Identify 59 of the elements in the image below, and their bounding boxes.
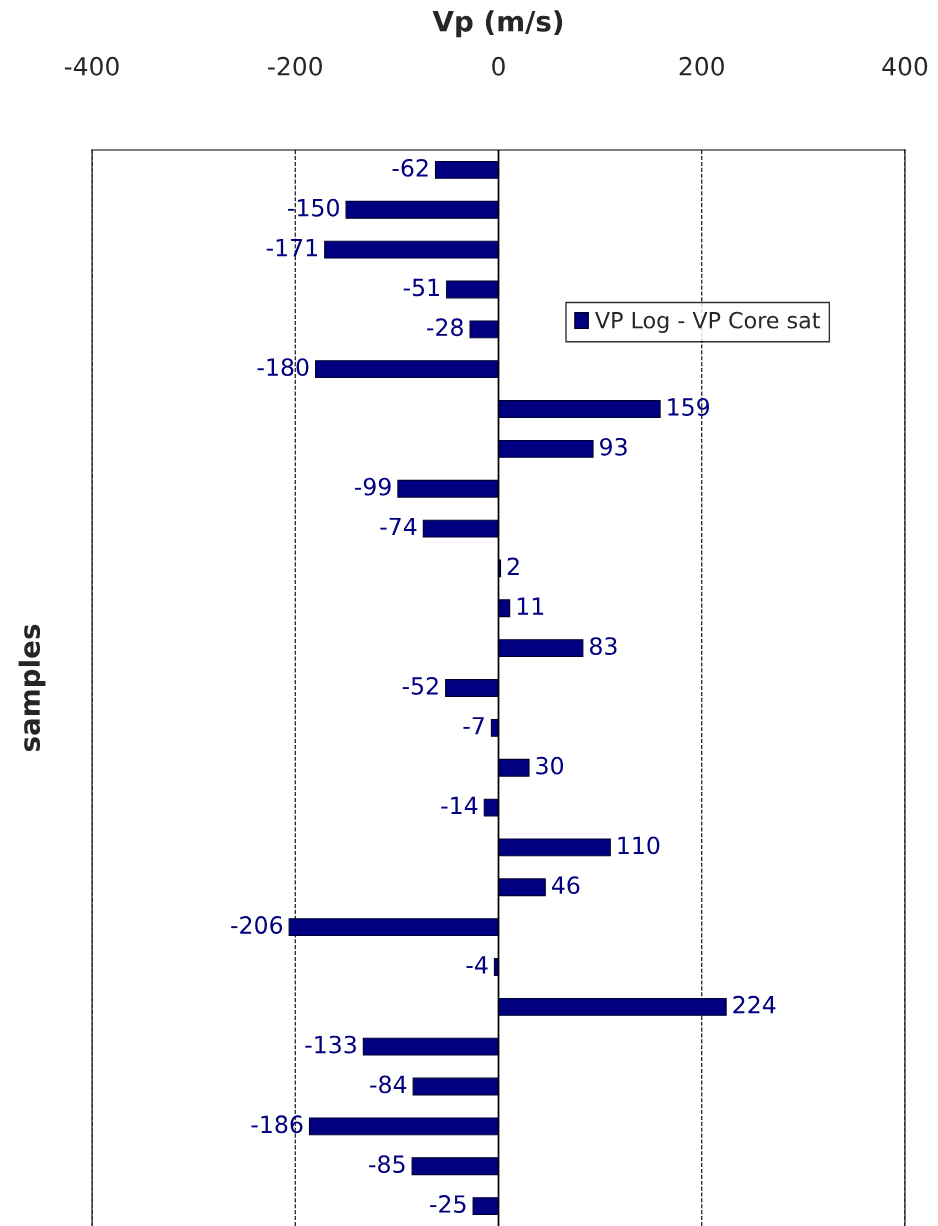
data-label: -4 (466, 956, 488, 974)
data-label: -14 (441, 796, 478, 815)
bar (362, 1037, 500, 1056)
data-label: -180 (257, 358, 309, 377)
bar (445, 679, 500, 697)
bar (497, 838, 611, 857)
bar (412, 1077, 500, 1096)
data-label: 83 (590, 637, 617, 655)
data-label: 110 (618, 836, 660, 855)
data-label: -74 (380, 517, 417, 536)
data-label: -85 (369, 1155, 405, 1174)
bar (324, 240, 500, 259)
bar (497, 878, 546, 897)
bar (497, 439, 594, 458)
bar (497, 599, 511, 618)
x-axis-title: Vp (m/s) (432, 10, 563, 38)
bar (446, 280, 500, 299)
data-label: -99 (354, 477, 391, 496)
data-label: -62 (392, 158, 428, 177)
data-label: -52 (402, 676, 438, 695)
data-label: -206 (231, 916, 283, 934)
data-label: 46 (551, 876, 580, 895)
data-label: 11 (517, 597, 544, 615)
bar (397, 479, 500, 498)
data-label: 224 (733, 995, 776, 1014)
bar (315, 360, 500, 379)
data-label: -84 (370, 1075, 407, 1094)
bar (422, 519, 500, 538)
data-label: 30 (536, 756, 564, 775)
bar (472, 1197, 500, 1215)
data-label: 2 (507, 557, 519, 575)
data-label: -51 (403, 278, 439, 297)
data-label: -28 (427, 318, 463, 337)
x-tick-label: -200 (268, 56, 322, 76)
bar (469, 320, 500, 339)
bar (483, 798, 500, 817)
data-label: -25 (430, 1195, 466, 1213)
bar (345, 200, 500, 219)
legend-label: VP Log - VP Core sat (595, 311, 820, 333)
bar (434, 161, 500, 179)
bar (497, 758, 530, 777)
y-axis-title: samples (18, 624, 46, 752)
data-label: -150 (288, 198, 339, 217)
data-label: -171 (266, 238, 317, 257)
data-label: 93 (600, 437, 627, 456)
bar (308, 1117, 500, 1136)
x-tick-label: 200 (679, 56, 724, 76)
data-label: 159 (668, 398, 710, 416)
data-label: -133 (305, 1035, 356, 1054)
x-tick-label: 400 (882, 56, 928, 76)
x-tick-label: 0 (492, 56, 505, 76)
data-label: -7 (463, 717, 484, 735)
bar (411, 1157, 500, 1176)
data-label: -186 (251, 1115, 303, 1134)
bar (497, 400, 661, 418)
bar (288, 918, 500, 937)
bar (497, 997, 727, 1016)
x-tick-label: -400 (64, 56, 119, 76)
bar (497, 639, 584, 658)
